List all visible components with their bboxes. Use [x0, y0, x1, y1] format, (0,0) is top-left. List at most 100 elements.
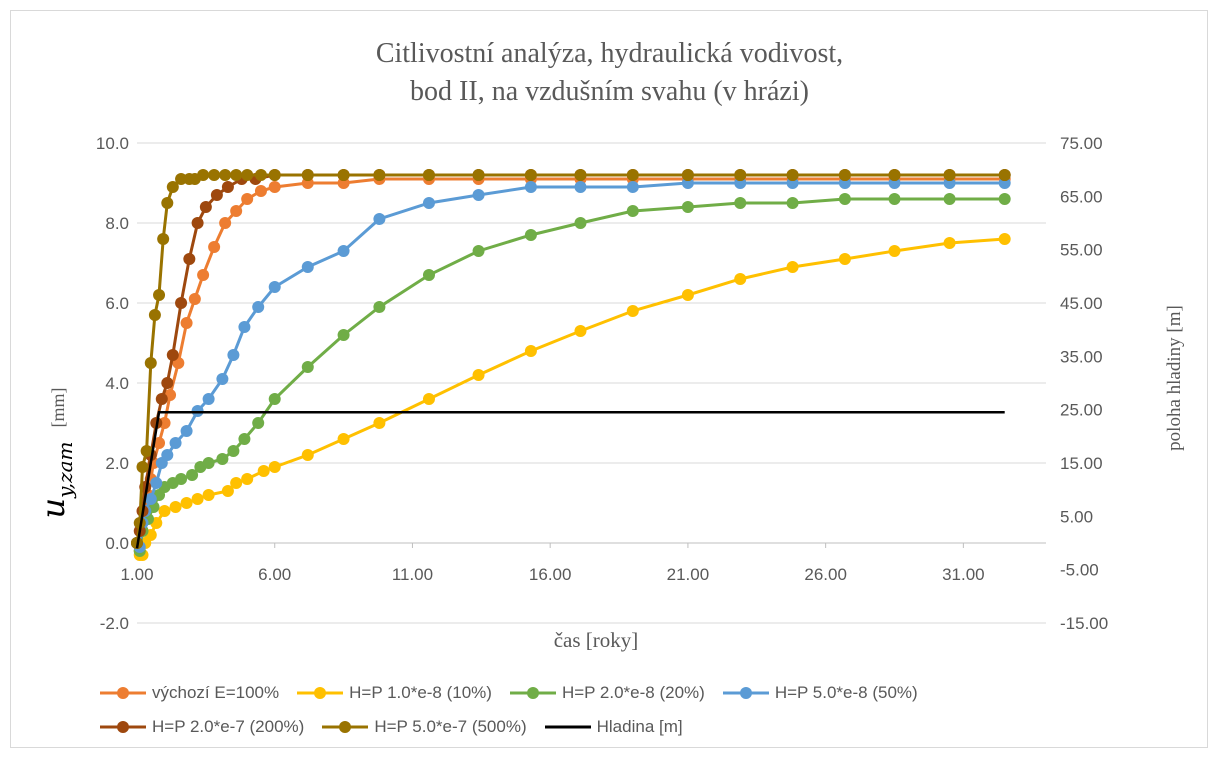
data-point	[252, 301, 265, 313]
data-point	[230, 477, 243, 489]
data-point	[998, 233, 1011, 245]
legend-item: H=P 5.0*e-7 (500%)	[322, 717, 527, 737]
data-point	[186, 469, 199, 481]
data-point	[888, 193, 901, 205]
legend-label: H=P 2.0*e-7 (200%)	[152, 717, 305, 736]
data-point	[943, 193, 956, 205]
series-3	[131, 177, 1011, 553]
chart-title-line-1: Citlivostní analýza, hydraulická vodivos…	[375, 38, 844, 69]
gridlines	[137, 142, 1046, 624]
y2-tick-label: 75.00	[1060, 134, 1103, 153]
data-point	[230, 169, 243, 181]
legend-swatch-marker	[314, 687, 327, 699]
data-point	[472, 189, 485, 201]
data-point	[998, 169, 1011, 181]
data-point	[202, 457, 215, 469]
data-point	[202, 393, 215, 405]
series-line	[135, 173, 1005, 544]
data-point	[786, 261, 799, 273]
data-point	[158, 417, 171, 429]
legend-swatch-marker	[117, 687, 129, 699]
legend-item: výchozí E=100%	[100, 683, 279, 703]
data-point	[180, 497, 193, 509]
data-point	[524, 181, 537, 193]
y2-tick-label: 45.00	[1060, 294, 1103, 313]
data-point	[210, 189, 223, 201]
data-point	[227, 445, 240, 457]
data-point	[574, 217, 587, 229]
data-point	[136, 461, 149, 473]
legend-item: H=P 2.0*e-7 (200%)	[100, 717, 304, 737]
data-point	[183, 253, 196, 265]
data-point	[202, 489, 215, 501]
legend-label: H=P 5.0*e-7 (500%)	[374, 717, 527, 736]
series-layer	[131, 169, 1011, 561]
data-point	[241, 193, 254, 205]
data-point	[524, 169, 537, 181]
data-point	[230, 205, 243, 217]
chart-area	[10, 10, 1208, 748]
series-line	[135, 181, 1005, 552]
y-tick-label: 6.0	[105, 294, 129, 313]
data-point	[268, 181, 281, 193]
x-tick-label: 21.00	[667, 565, 710, 584]
series-5	[131, 169, 1011, 549]
axes	[136, 542, 1046, 548]
data-point	[472, 369, 485, 381]
data-point	[241, 169, 254, 181]
y2-tick-label: 25.00	[1060, 401, 1103, 420]
data-point	[337, 329, 350, 341]
data-point	[301, 261, 314, 273]
data-point	[472, 245, 485, 257]
data-point	[238, 321, 251, 333]
legend-swatch-marker	[739, 687, 752, 699]
legend: výchozí E=100% H=P 1.0*e-8 (10%) H=P 2.0*e…	[100, 676, 1160, 744]
data-point	[524, 229, 537, 241]
data-point	[888, 245, 901, 257]
data-point	[169, 501, 182, 513]
data-point	[422, 169, 435, 181]
legend-label: H=P 5.0*e-8 (50%)	[774, 683, 918, 702]
series-0	[131, 173, 1011, 557]
y-axis-label-main: u	[34, 498, 72, 519]
data-point	[268, 461, 281, 473]
data-point	[216, 373, 229, 385]
data-point	[337, 245, 350, 257]
data-point	[998, 193, 1011, 205]
data-point	[257, 465, 270, 477]
data-point	[153, 437, 166, 449]
data-point	[268, 169, 281, 181]
data-point	[574, 169, 587, 181]
data-point	[166, 349, 179, 361]
data-point	[238, 433, 251, 445]
legend-row: H=P 2.0*e-7 (200%) H=P 5.0*e-7 (500%) Hlad…	[100, 710, 1160, 744]
data-point	[301, 361, 314, 373]
data-point	[373, 213, 386, 225]
data-point	[221, 181, 234, 193]
data-point	[180, 317, 193, 329]
data-point	[219, 217, 232, 229]
data-point	[241, 473, 254, 485]
y2-tick-label: 35.00	[1060, 347, 1103, 366]
data-point	[252, 417, 265, 429]
y2-tick-label: -5.00	[1060, 561, 1099, 580]
legend-swatch-marker	[117, 721, 129, 733]
data-point	[175, 297, 188, 309]
data-point	[524, 345, 537, 357]
series-6	[135, 411, 1005, 549]
data-point	[157, 233, 170, 245]
data-point	[373, 169, 386, 181]
x-tick-label: 26.00	[804, 565, 847, 584]
y2-tick-label: -15.00	[1060, 614, 1108, 633]
legend-item: H=P 2.0*e-8 (20%)	[509, 683, 705, 703]
data-point	[161, 449, 174, 461]
data-point	[337, 433, 350, 445]
data-point	[153, 289, 166, 301]
y-tick-label: 10.0	[96, 134, 129, 153]
series-2	[131, 193, 1011, 557]
y-axis-label-sub: y,zam	[53, 441, 77, 498]
data-point	[943, 237, 956, 249]
data-point	[197, 169, 210, 181]
legend-swatch	[544, 725, 591, 729]
y2-tick-label: 15.00	[1060, 454, 1103, 473]
